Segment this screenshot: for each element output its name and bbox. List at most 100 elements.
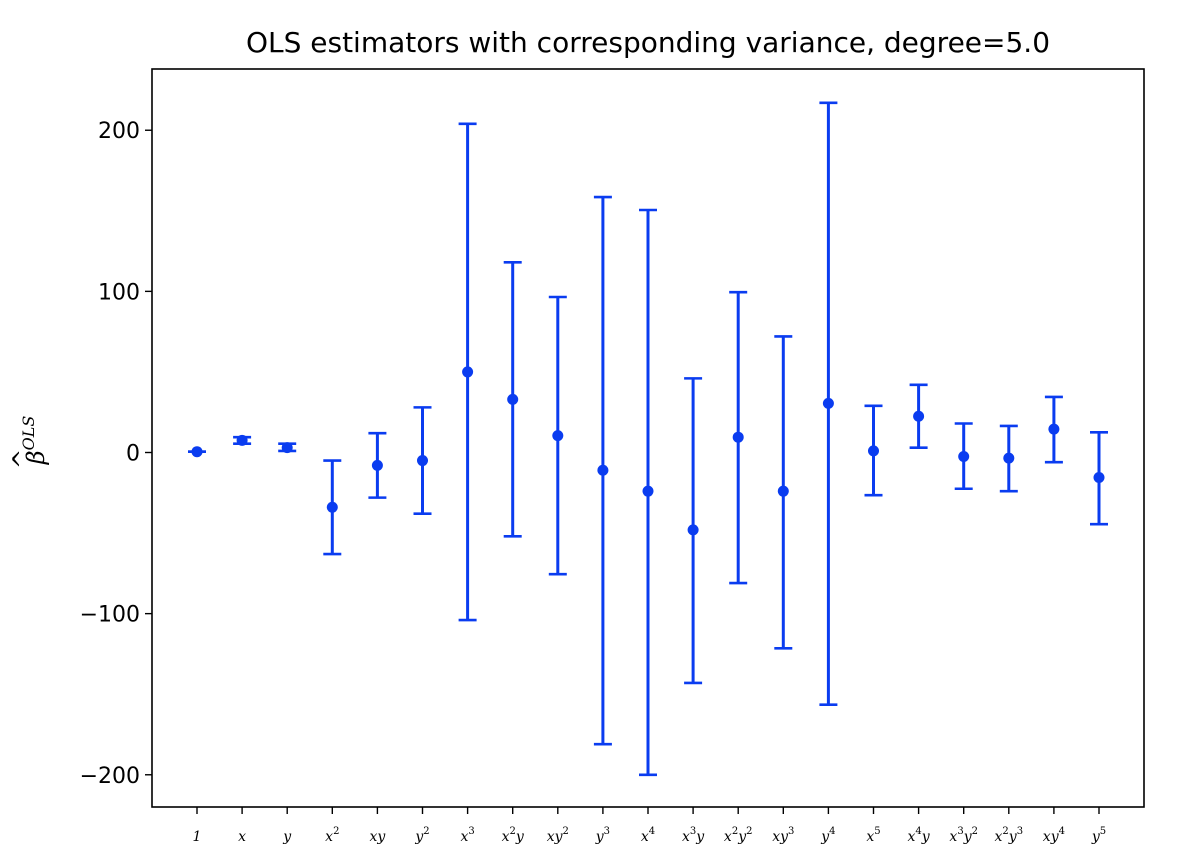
x-tick-label-sup: 5 bbox=[1100, 826, 1106, 837]
x-tick-label-18: x3y2 bbox=[949, 826, 978, 845]
errorbar-group bbox=[233, 434, 252, 446]
errorbar-group bbox=[1044, 395, 1063, 464]
estimate-point bbox=[1048, 423, 1060, 435]
y-axis: −200 −100 0 100 200 bbox=[80, 119, 152, 789]
x-tick-label-base: y bbox=[1091, 829, 1101, 845]
x-tick-label-base: x bbox=[682, 829, 690, 845]
errorbar-group bbox=[188, 446, 206, 458]
x-tick-label-base: y bbox=[595, 829, 605, 845]
x-tick-label-12: x3y bbox=[682, 826, 705, 845]
errorbar-group bbox=[639, 208, 657, 777]
y-tick-label: 200 bbox=[98, 119, 140, 144]
x-tick-label-2: x bbox=[238, 829, 246, 845]
x-tick-label-16: x5 bbox=[866, 826, 880, 845]
x-tick-label-tail: y bbox=[963, 829, 973, 845]
errorbar-group bbox=[593, 195, 612, 746]
estimate-point bbox=[371, 459, 383, 471]
x-tick-label-tail: y bbox=[921, 829, 931, 845]
x-tick-label-base: x bbox=[724, 829, 732, 845]
errorbar-group bbox=[1090, 431, 1108, 526]
errorbar-group bbox=[774, 335, 793, 650]
x-tick-label-tail: y bbox=[695, 829, 705, 845]
estimate-point bbox=[417, 455, 428, 467]
x-tick-label-sup: 3 bbox=[788, 826, 794, 837]
estimate-point bbox=[687, 524, 699, 536]
errorbar-group bbox=[458, 122, 477, 622]
errorbar-group bbox=[413, 406, 432, 516]
x-tick-label-13: x2y2 bbox=[724, 826, 753, 845]
x-tick-label-sup: 2 bbox=[510, 826, 516, 837]
x-tick-label-sup: 4 bbox=[829, 826, 835, 837]
x-tick-label-3: y bbox=[282, 829, 292, 845]
errorbar-group bbox=[684, 377, 703, 685]
errorbar-group bbox=[819, 101, 838, 706]
x-tick-label-9: xy2 bbox=[547, 826, 569, 845]
estimate-point bbox=[913, 410, 925, 422]
x-tick-label-tail-sup: 3 bbox=[1017, 826, 1023, 837]
x-tick-label-base: xy bbox=[772, 829, 789, 845]
x-tick-label-base: y bbox=[282, 829, 292, 845]
x-tick-label-sup: 2 bbox=[1002, 826, 1008, 837]
estimate-point bbox=[597, 464, 609, 476]
x-tick-label-base: xy bbox=[547, 829, 564, 845]
x-tick-label-tail-sup: 2 bbox=[746, 826, 752, 837]
x-tick-label-6: y2 bbox=[414, 826, 429, 845]
x-tick-label-5: xy bbox=[369, 829, 386, 845]
x-tick-label-sup: 5 bbox=[874, 826, 880, 837]
x-tick-label-base: x bbox=[866, 829, 874, 845]
estimate-point bbox=[507, 393, 519, 405]
x-tick-label-21: y5 bbox=[1091, 826, 1106, 845]
x-tick-label-sup: 4 bbox=[649, 826, 655, 837]
y-label-hat: ^ bbox=[8, 449, 36, 469]
x-tick-label-sup: 4 bbox=[915, 826, 921, 837]
estimate-point bbox=[191, 446, 203, 458]
x-tick-label-11: x4 bbox=[641, 826, 655, 845]
estimate-point bbox=[868, 445, 879, 457]
y-axis-label-text: βOLS bbox=[19, 416, 50, 466]
estimate-point bbox=[552, 430, 564, 442]
x-tick-label-tail: y bbox=[515, 829, 525, 845]
x-tick-label-tail: y bbox=[1008, 829, 1018, 845]
estimate-point bbox=[462, 366, 474, 378]
x-tick-label-sup: 4 bbox=[1059, 826, 1065, 837]
x-tick-label-base: y bbox=[414, 829, 424, 845]
estimate-point bbox=[642, 485, 654, 497]
x-tick-label-base: xy bbox=[1043, 829, 1060, 845]
errorbar-group bbox=[548, 295, 567, 576]
x-tick-label-base: x bbox=[325, 829, 333, 845]
errorbar-group bbox=[729, 290, 748, 585]
x-tick-label-sup: 3 bbox=[604, 826, 610, 837]
estimate-point bbox=[236, 434, 248, 446]
estimate-point bbox=[1003, 452, 1015, 464]
y-tick-label: 0 bbox=[126, 442, 140, 467]
x-tick-label-tail-sup: 2 bbox=[972, 826, 978, 837]
x-tick-label-sup: 2 bbox=[563, 826, 569, 837]
x-tick-label-base: x bbox=[502, 829, 510, 845]
y-label-superscript: OLS bbox=[19, 416, 38, 451]
x-tick-label-10: y3 bbox=[595, 826, 610, 845]
series-estimates bbox=[188, 101, 1108, 777]
x-tick-label-14: xy3 bbox=[772, 826, 794, 845]
x-tick-label-20: xy4 bbox=[1043, 826, 1065, 845]
x-tick-label-base: 1 bbox=[193, 829, 202, 845]
x-tick-label-4: x2 bbox=[325, 826, 339, 845]
y-tick-label: 100 bbox=[98, 280, 140, 305]
x-tick-label-sup: 2 bbox=[732, 826, 738, 837]
x-tick-label-19: x2y3 bbox=[995, 826, 1024, 845]
y-tick-label: −100 bbox=[80, 603, 140, 628]
errorbar-group bbox=[864, 404, 883, 497]
estimate-point bbox=[732, 431, 744, 443]
x-tick-label-15: y4 bbox=[820, 826, 835, 845]
chart-title: OLS estimators with corresponding varian… bbox=[246, 26, 1050, 59]
x-tick-label-base: x bbox=[641, 829, 649, 845]
x-tick-label-1: 1 bbox=[193, 829, 202, 845]
x-tick-label-base: x bbox=[907, 829, 915, 845]
x-tick-label-sup: 3 bbox=[468, 826, 474, 837]
x-tick-label-sup: 3 bbox=[690, 826, 696, 837]
y-axis-label: βOLS^ bbox=[8, 416, 50, 469]
x-tick-label-sup: 2 bbox=[333, 826, 339, 837]
x-tick-label-base: x bbox=[238, 829, 246, 845]
